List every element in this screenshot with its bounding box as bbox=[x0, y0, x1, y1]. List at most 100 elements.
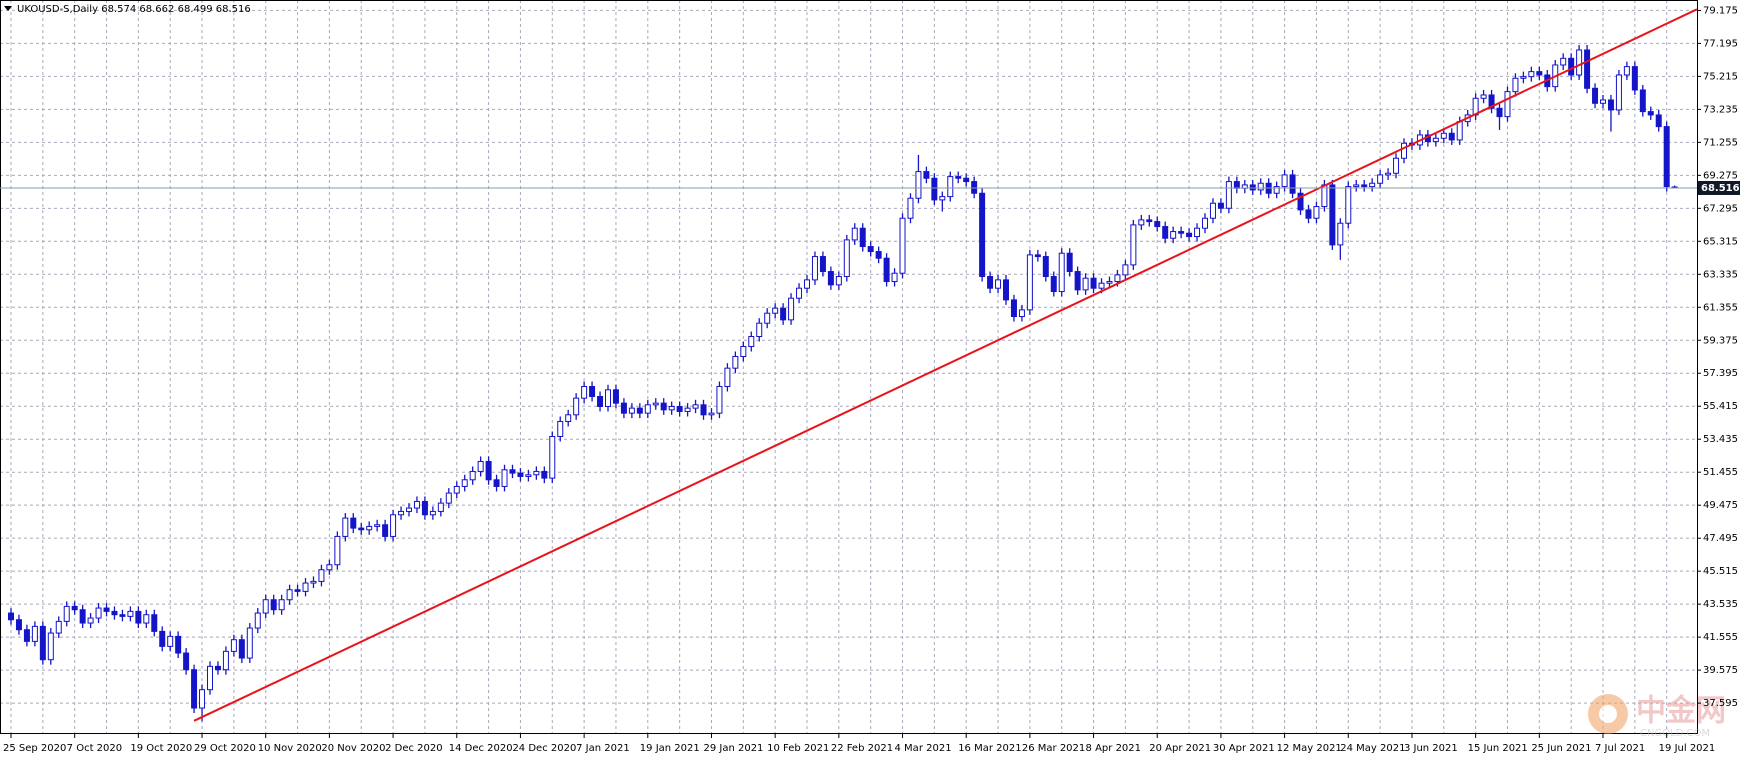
candle-body-up bbox=[1401, 142, 1407, 159]
y-tick-label: 39.575 bbox=[1703, 665, 1738, 676]
x-tick-label: 7 Oct 2020 bbox=[67, 743, 122, 754]
x-tick-label: 29 Jan 2021 bbox=[703, 743, 763, 754]
candle-body-down bbox=[979, 192, 986, 278]
candle-body-up bbox=[899, 217, 906, 274]
candle-body-up bbox=[732, 356, 739, 369]
candle-body-up bbox=[1202, 217, 1208, 229]
candle-body-up bbox=[1576, 49, 1583, 76]
price-label-box bbox=[1698, 180, 1740, 195]
candle-body-up bbox=[469, 470, 476, 481]
watermark: 中金网 CNGOLD.COM bbox=[1588, 694, 1726, 739]
candle-body-up bbox=[557, 420, 564, 437]
candle-body-down bbox=[135, 610, 142, 624]
y-tick-label: 67.295 bbox=[1703, 203, 1738, 214]
trendline bbox=[193, 8, 1698, 722]
candle-body-up bbox=[947, 176, 954, 198]
candle-body-up bbox=[716, 385, 723, 414]
candle-body-up bbox=[302, 582, 309, 592]
candle-body-up bbox=[1106, 281, 1113, 284]
candle-body-up bbox=[1273, 186, 1280, 194]
candle-body-up bbox=[254, 612, 261, 629]
candle-body-down bbox=[636, 407, 643, 414]
candle-body-up bbox=[581, 385, 588, 399]
candle-body-down bbox=[1042, 256, 1049, 278]
y-tick-label: 49.475 bbox=[1703, 500, 1738, 511]
candle-body-down bbox=[923, 171, 930, 179]
x-tick-label: 19 Oct 2020 bbox=[130, 743, 192, 754]
candle-body-up bbox=[724, 367, 731, 387]
candle-body-up bbox=[1257, 182, 1264, 191]
plot-frame bbox=[0, 0, 1698, 734]
header-icon bbox=[4, 6, 12, 11]
x-tick-label: 10 Feb 2021 bbox=[767, 743, 829, 754]
candle-body-down bbox=[159, 630, 166, 647]
x-tick-label: 14 Dec 2020 bbox=[449, 743, 513, 754]
candle-body-down bbox=[1154, 221, 1161, 228]
candle-body-up bbox=[143, 614, 150, 624]
candle-body-up bbox=[549, 435, 556, 479]
candle-body-up bbox=[1313, 206, 1320, 219]
candle-body-up bbox=[1393, 157, 1400, 174]
x-tick-label: 12 May 2021 bbox=[1277, 743, 1342, 754]
candle-body-up bbox=[1026, 254, 1033, 311]
candle-body-down bbox=[151, 614, 158, 632]
candle-body-up bbox=[310, 580, 317, 584]
x-tick-label: 24 May 2021 bbox=[1340, 743, 1405, 754]
candle-body-up bbox=[748, 336, 755, 348]
candle-body-down bbox=[859, 227, 866, 248]
candle-body-up bbox=[1623, 66, 1630, 76]
candle-body-down bbox=[883, 257, 890, 283]
x-tick-label: 16 Mar 2021 bbox=[958, 743, 1021, 754]
candle-body-up bbox=[525, 474, 532, 477]
candle-body-down bbox=[23, 629, 30, 642]
candle-body-up bbox=[445, 492, 452, 504]
y-tick-label: 65.315 bbox=[1703, 236, 1738, 247]
y-tick-label: 69.275 bbox=[1703, 170, 1738, 181]
candle-body-down bbox=[517, 472, 524, 477]
x-tick-label: 19 Jul 2021 bbox=[1659, 743, 1716, 754]
candle-body-up bbox=[461, 479, 468, 487]
candle-body-down bbox=[620, 402, 627, 414]
candle-body-up bbox=[772, 307, 779, 314]
y-tick-label: 41.555 bbox=[1703, 632, 1738, 643]
candle-body-down bbox=[1233, 181, 1240, 189]
candle-body-up bbox=[167, 635, 174, 647]
candle-body-up bbox=[1122, 264, 1129, 276]
candle-body-down bbox=[1663, 126, 1670, 188]
chart-header: UKOUSD-S,Daily 68.574 68.662 68.499 68.5… bbox=[17, 4, 251, 15]
candle-body-up bbox=[1082, 277, 1089, 291]
candle-body-down bbox=[700, 404, 707, 416]
candle-body-up bbox=[843, 239, 850, 278]
candle-body-up bbox=[605, 389, 611, 407]
candle-body-up bbox=[684, 407, 691, 412]
candle-body-down bbox=[1289, 174, 1296, 194]
x-tick-label: 20 Apr 2021 bbox=[1149, 743, 1211, 754]
candle-body-up bbox=[246, 627, 253, 659]
candle-body-down bbox=[183, 652, 190, 671]
candle-body-down bbox=[1297, 192, 1304, 211]
candle-body-up bbox=[764, 312, 771, 324]
candle-body-down bbox=[1146, 219, 1153, 223]
candle-body-down bbox=[1066, 252, 1073, 273]
candle-body-up bbox=[1560, 57, 1567, 66]
candle-body-up bbox=[406, 507, 412, 512]
candle-body-up bbox=[804, 279, 810, 289]
candle-body-up bbox=[692, 404, 699, 409]
y-tick-label: 47.495 bbox=[1703, 533, 1738, 544]
candle-body-up bbox=[127, 610, 134, 617]
candle-body-up bbox=[939, 196, 946, 201]
candle-body-up bbox=[230, 639, 237, 652]
candle-body-up bbox=[1615, 74, 1622, 111]
candle-body-down bbox=[1584, 49, 1591, 89]
x-tick-label: 7 Jan 2021 bbox=[576, 743, 630, 754]
candle-body-down bbox=[660, 402, 667, 411]
y-tick-label: 53.435 bbox=[1703, 434, 1738, 445]
watermark-subtitle: CNGOLD.COM bbox=[1640, 728, 1710, 739]
candle-body-up bbox=[1130, 224, 1137, 266]
x-tick-label: 8 Apr 2021 bbox=[1086, 743, 1141, 754]
candle-body-up bbox=[533, 470, 540, 476]
candle-body-up bbox=[1170, 231, 1177, 239]
candle-body-down bbox=[1249, 184, 1256, 191]
candle-body-down bbox=[421, 500, 428, 516]
y-tick-label: 73.235 bbox=[1703, 104, 1738, 115]
